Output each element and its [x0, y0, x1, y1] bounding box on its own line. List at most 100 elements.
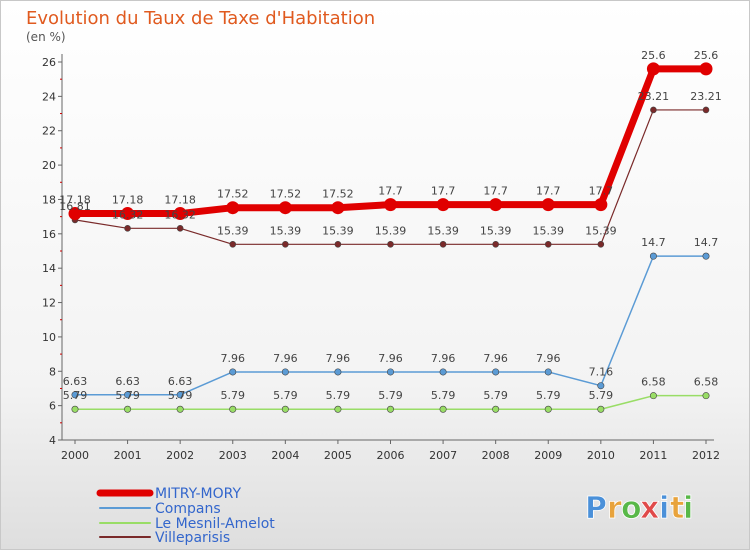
data-point	[594, 198, 608, 212]
data-label: 6.63	[115, 375, 140, 388]
data-point	[386, 368, 394, 376]
data-label: 5.79	[536, 389, 561, 402]
y-tick-label: 18	[42, 193, 56, 206]
data-point	[334, 240, 342, 248]
logo-letter: i	[683, 491, 693, 526]
x-tick-label: 2011	[639, 449, 667, 462]
data-point	[544, 368, 552, 376]
data-point	[229, 368, 237, 376]
x-tick-label: 2008	[482, 449, 510, 462]
data-label: 6.63	[168, 375, 193, 388]
y-tick-label: 10	[42, 331, 56, 344]
data-label: 5.79	[326, 389, 351, 402]
data-label: 7.96	[378, 352, 403, 365]
y-tick-label: 20	[42, 159, 56, 172]
x-tick-label: 2009	[534, 449, 562, 462]
legend-label: MITRY-MORY	[155, 486, 241, 502]
data-point	[492, 405, 500, 413]
logo-letter: x	[640, 491, 659, 526]
data-label: 25.6	[694, 49, 719, 62]
data-label: 15.39	[375, 224, 407, 237]
data-label: 17.7	[378, 185, 403, 198]
data-label: 5.79	[431, 389, 456, 402]
data-point	[492, 240, 499, 248]
data-point	[124, 225, 131, 232]
legend-label: Le Mesnil-Amelot	[155, 516, 275, 532]
y-tick-label: 16	[42, 228, 56, 241]
data-point	[702, 392, 710, 400]
data-label: 6.63	[63, 375, 88, 388]
data-point	[699, 62, 713, 76]
data-label: 17.7	[431, 185, 456, 198]
data-label: 17.18	[164, 194, 196, 207]
data-label: 25.6	[641, 49, 666, 62]
data-label: 17.52	[322, 188, 354, 201]
data-label: 7.96	[326, 352, 351, 365]
data-label: 5.79	[589, 389, 614, 402]
data-label: 5.79	[378, 389, 403, 402]
data-label: 15.39	[427, 224, 459, 237]
y-tick-label: 26	[42, 56, 56, 69]
data-label: 7.96	[483, 352, 508, 365]
data-label: 17.18	[112, 194, 144, 207]
data-point	[71, 391, 79, 399]
data-point	[124, 405, 132, 413]
data-point	[386, 405, 394, 413]
data-point	[649, 392, 657, 400]
data-point	[334, 405, 342, 413]
x-tick-label: 2006	[377, 449, 405, 462]
logo-letter: o	[621, 491, 642, 526]
data-point	[176, 405, 184, 413]
data-label: 5.79	[63, 389, 88, 402]
data-point	[278, 201, 292, 215]
data-point	[439, 405, 447, 413]
data-label: 7.96	[221, 352, 246, 365]
logo-letter: t	[670, 491, 684, 526]
data-point	[334, 368, 342, 376]
data-label: 6.58	[694, 376, 719, 389]
data-label: 14.7	[694, 236, 719, 249]
data-point	[649, 252, 657, 260]
data-point	[597, 240, 605, 248]
x-tick-label: 2007	[429, 449, 457, 462]
data-label: 17.7	[536, 185, 561, 198]
axes: 4 6 8 10 12 14 16 18 20 22 24 26 2000 2001 2002 2003 200…	[42, 54, 720, 462]
data-label: 7.16	[589, 366, 614, 379]
data-label: 5.79	[273, 389, 298, 402]
data-label: 16.32	[112, 208, 144, 221]
logo-letter: r	[607, 491, 622, 526]
data-point	[282, 240, 289, 248]
data-label: 7.96	[273, 352, 298, 365]
data-label: 7.96	[431, 352, 456, 365]
legend-label: Compans	[155, 501, 221, 517]
data-label: 15.39	[217, 224, 249, 237]
data-point	[702, 252, 710, 260]
data-point	[597, 405, 605, 413]
x-tick-label: 2005	[324, 449, 352, 462]
data-point	[176, 225, 184, 232]
y-tick-label: 14	[42, 262, 56, 275]
data-point	[436, 198, 450, 212]
data-label: 15.39	[480, 224, 512, 237]
data-labels: 17.18 17.18 17.18 17.52 17.52 17.52 17.7 17.7 17…	[59, 49, 722, 402]
data-point	[439, 240, 447, 248]
data-label: 6.58	[641, 376, 666, 389]
data-point	[541, 198, 555, 212]
data-label: 5.79	[483, 389, 508, 402]
data-label: 5.79	[115, 389, 140, 402]
data-point	[544, 240, 552, 248]
data-point	[176, 391, 184, 399]
data-point	[439, 368, 447, 376]
data-label: 5.79	[221, 389, 246, 402]
data-point	[121, 207, 135, 221]
y-tick-label: 6	[49, 400, 56, 413]
data-label: 16.32	[164, 208, 196, 221]
y-tick-label: 12	[42, 297, 56, 310]
data-label: 16.81	[59, 200, 91, 213]
y-tick-label: 4	[49, 434, 56, 447]
data-label: 15.39	[585, 224, 617, 237]
chart-title: Evolution du Taux de Taxe d'Habitation	[26, 8, 375, 29]
